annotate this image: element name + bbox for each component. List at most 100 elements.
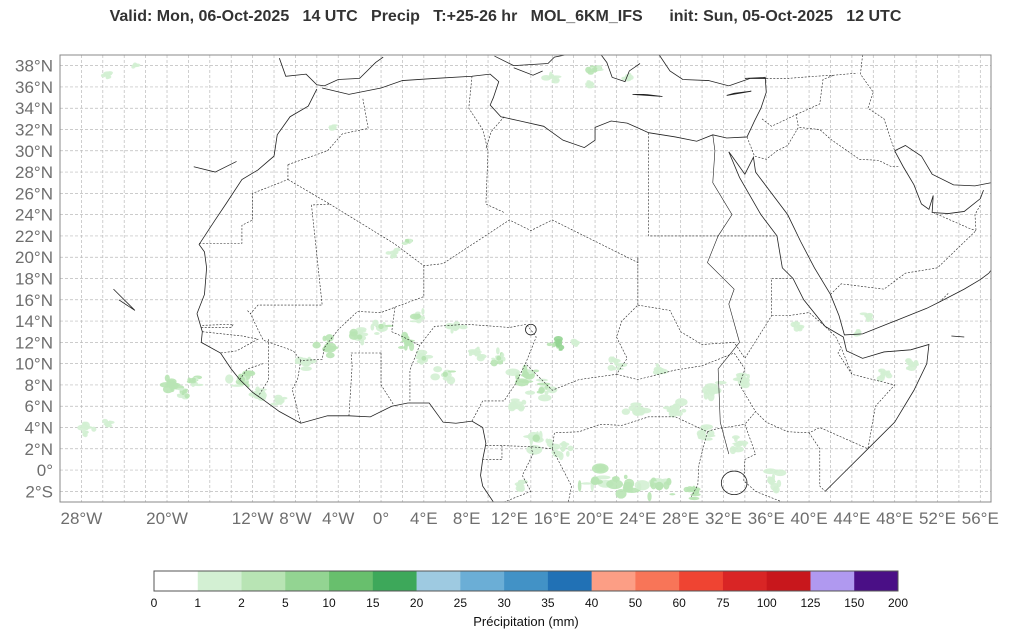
- colorbar-swatch: [547, 571, 592, 591]
- precip-cell: [270, 402, 280, 406]
- precip-cell: [617, 367, 624, 371]
- precip-core: [593, 68, 597, 72]
- precip-cell: [577, 480, 582, 492]
- lat-tick-label: 20°N: [15, 248, 53, 267]
- border-segment: [808, 432, 826, 492]
- border-segment: [380, 353, 395, 406]
- colorbar-tick-label: 0: [151, 596, 158, 610]
- precip-cell: [700, 424, 713, 430]
- precip-cell: [623, 474, 628, 480]
- colorbar-tick-label: 40: [585, 596, 599, 610]
- border-segment: [287, 98, 369, 165]
- colorbar-swatch: [329, 571, 374, 591]
- colorbar-tick-label: 10: [322, 596, 336, 610]
- coastline-segment: [193, 161, 237, 173]
- precip-cell: [312, 341, 321, 349]
- precip-cell: [772, 486, 780, 494]
- precip-core: [518, 484, 523, 488]
- border-segment: [468, 76, 505, 213]
- precip-cell: [416, 359, 424, 364]
- coastline-segment: [988, 269, 991, 274]
- precip-cell: [325, 352, 335, 359]
- lon-tick-label: 12°E: [491, 509, 528, 528]
- precip-cell: [640, 412, 644, 415]
- precip-core: [324, 344, 331, 351]
- precip-core: [512, 403, 518, 409]
- precip-cell: [255, 386, 260, 393]
- precip-core: [522, 370, 529, 378]
- precip-cell: [616, 362, 628, 368]
- coastline-segment: [894, 150, 984, 214]
- precip-cell: [581, 482, 593, 485]
- lat-tick-label: 18°N: [15, 270, 53, 289]
- lat-tick-label: 24°N: [15, 206, 53, 225]
- coastline-segment: [494, 55, 566, 67]
- colorbar-swatch: [154, 571, 199, 591]
- precip-core: [709, 387, 716, 394]
- precip-cell: [634, 480, 650, 491]
- precip-core: [191, 377, 196, 382]
- lat-tick-label: 32°N: [15, 121, 53, 140]
- border-segment: [933, 212, 977, 231]
- latitude-labels: 38°N 36°N 34°N 32°N 30°N 28°N 26°N 24°N 22°N 20°N…: [15, 57, 53, 502]
- border-segment: [291, 360, 302, 424]
- precip-cell: [468, 352, 473, 357]
- precip-core: [560, 446, 566, 452]
- map-title: Valid: Mon, 06-Oct-2025 14 UTC Precip T:…: [109, 8, 902, 25]
- precip-core: [588, 83, 592, 87]
- precip-cell: [647, 491, 652, 502]
- precip-cell: [688, 496, 696, 500]
- precip-cell: [225, 374, 234, 384]
- precip-cell: [524, 390, 536, 395]
- precip-cell: [596, 64, 602, 70]
- precip-cell: [859, 312, 868, 316]
- precip-cell: [490, 359, 498, 367]
- colorbar-swatch: [810, 571, 855, 591]
- precip-core: [768, 477, 776, 485]
- precip-core: [421, 355, 427, 361]
- precip-core: [181, 391, 185, 396]
- precip-cell: [91, 426, 97, 432]
- precipitation-field: [77, 62, 920, 502]
- country-borders: [199, 55, 981, 502]
- border-segment: [755, 312, 896, 450]
- precip-cell: [558, 344, 565, 350]
- precip-cell: [707, 429, 715, 438]
- precip-cell: [421, 307, 425, 316]
- colorbar-swatch: [504, 571, 549, 591]
- lon-tick-label: 40°E: [791, 509, 828, 528]
- precip-core: [454, 324, 458, 329]
- precip-cell: [551, 80, 555, 84]
- precip-cell: [683, 486, 690, 493]
- precip-cell: [294, 356, 305, 365]
- border-segment: [257, 339, 269, 397]
- colorbar-tick-label: 25: [454, 596, 468, 610]
- precip-cell: [502, 356, 506, 362]
- precip-cell: [415, 319, 422, 324]
- precip-core: [106, 422, 110, 426]
- precip-cell: [732, 446, 744, 453]
- precip-cell: [740, 380, 745, 389]
- border-segment: [840, 347, 853, 375]
- precip-cell: [300, 366, 312, 372]
- precip-cell: [325, 334, 334, 342]
- lon-tick-label: 36°E: [748, 509, 785, 528]
- colorbar-frame: [153, 570, 899, 592]
- precip-cell: [274, 394, 283, 400]
- precip-core: [84, 425, 90, 430]
- lon-tick-label: 24°E: [619, 509, 656, 528]
- precip-cell: [176, 393, 183, 397]
- precip-cell: [348, 331, 359, 340]
- precip-cell: [669, 493, 676, 496]
- border-segment: [860, 55, 895, 151]
- precip-core: [742, 376, 748, 383]
- coastline-segment: [726, 90, 752, 96]
- coastline-segment: [196, 313, 494, 502]
- precip-cell: [876, 375, 885, 382]
- precip-core: [303, 361, 309, 367]
- border-segment: [637, 278, 794, 359]
- precip-cell: [408, 238, 413, 244]
- precip-core: [590, 476, 600, 485]
- colorbar-tick-label: 60: [672, 596, 686, 610]
- precip-cell: [776, 479, 782, 488]
